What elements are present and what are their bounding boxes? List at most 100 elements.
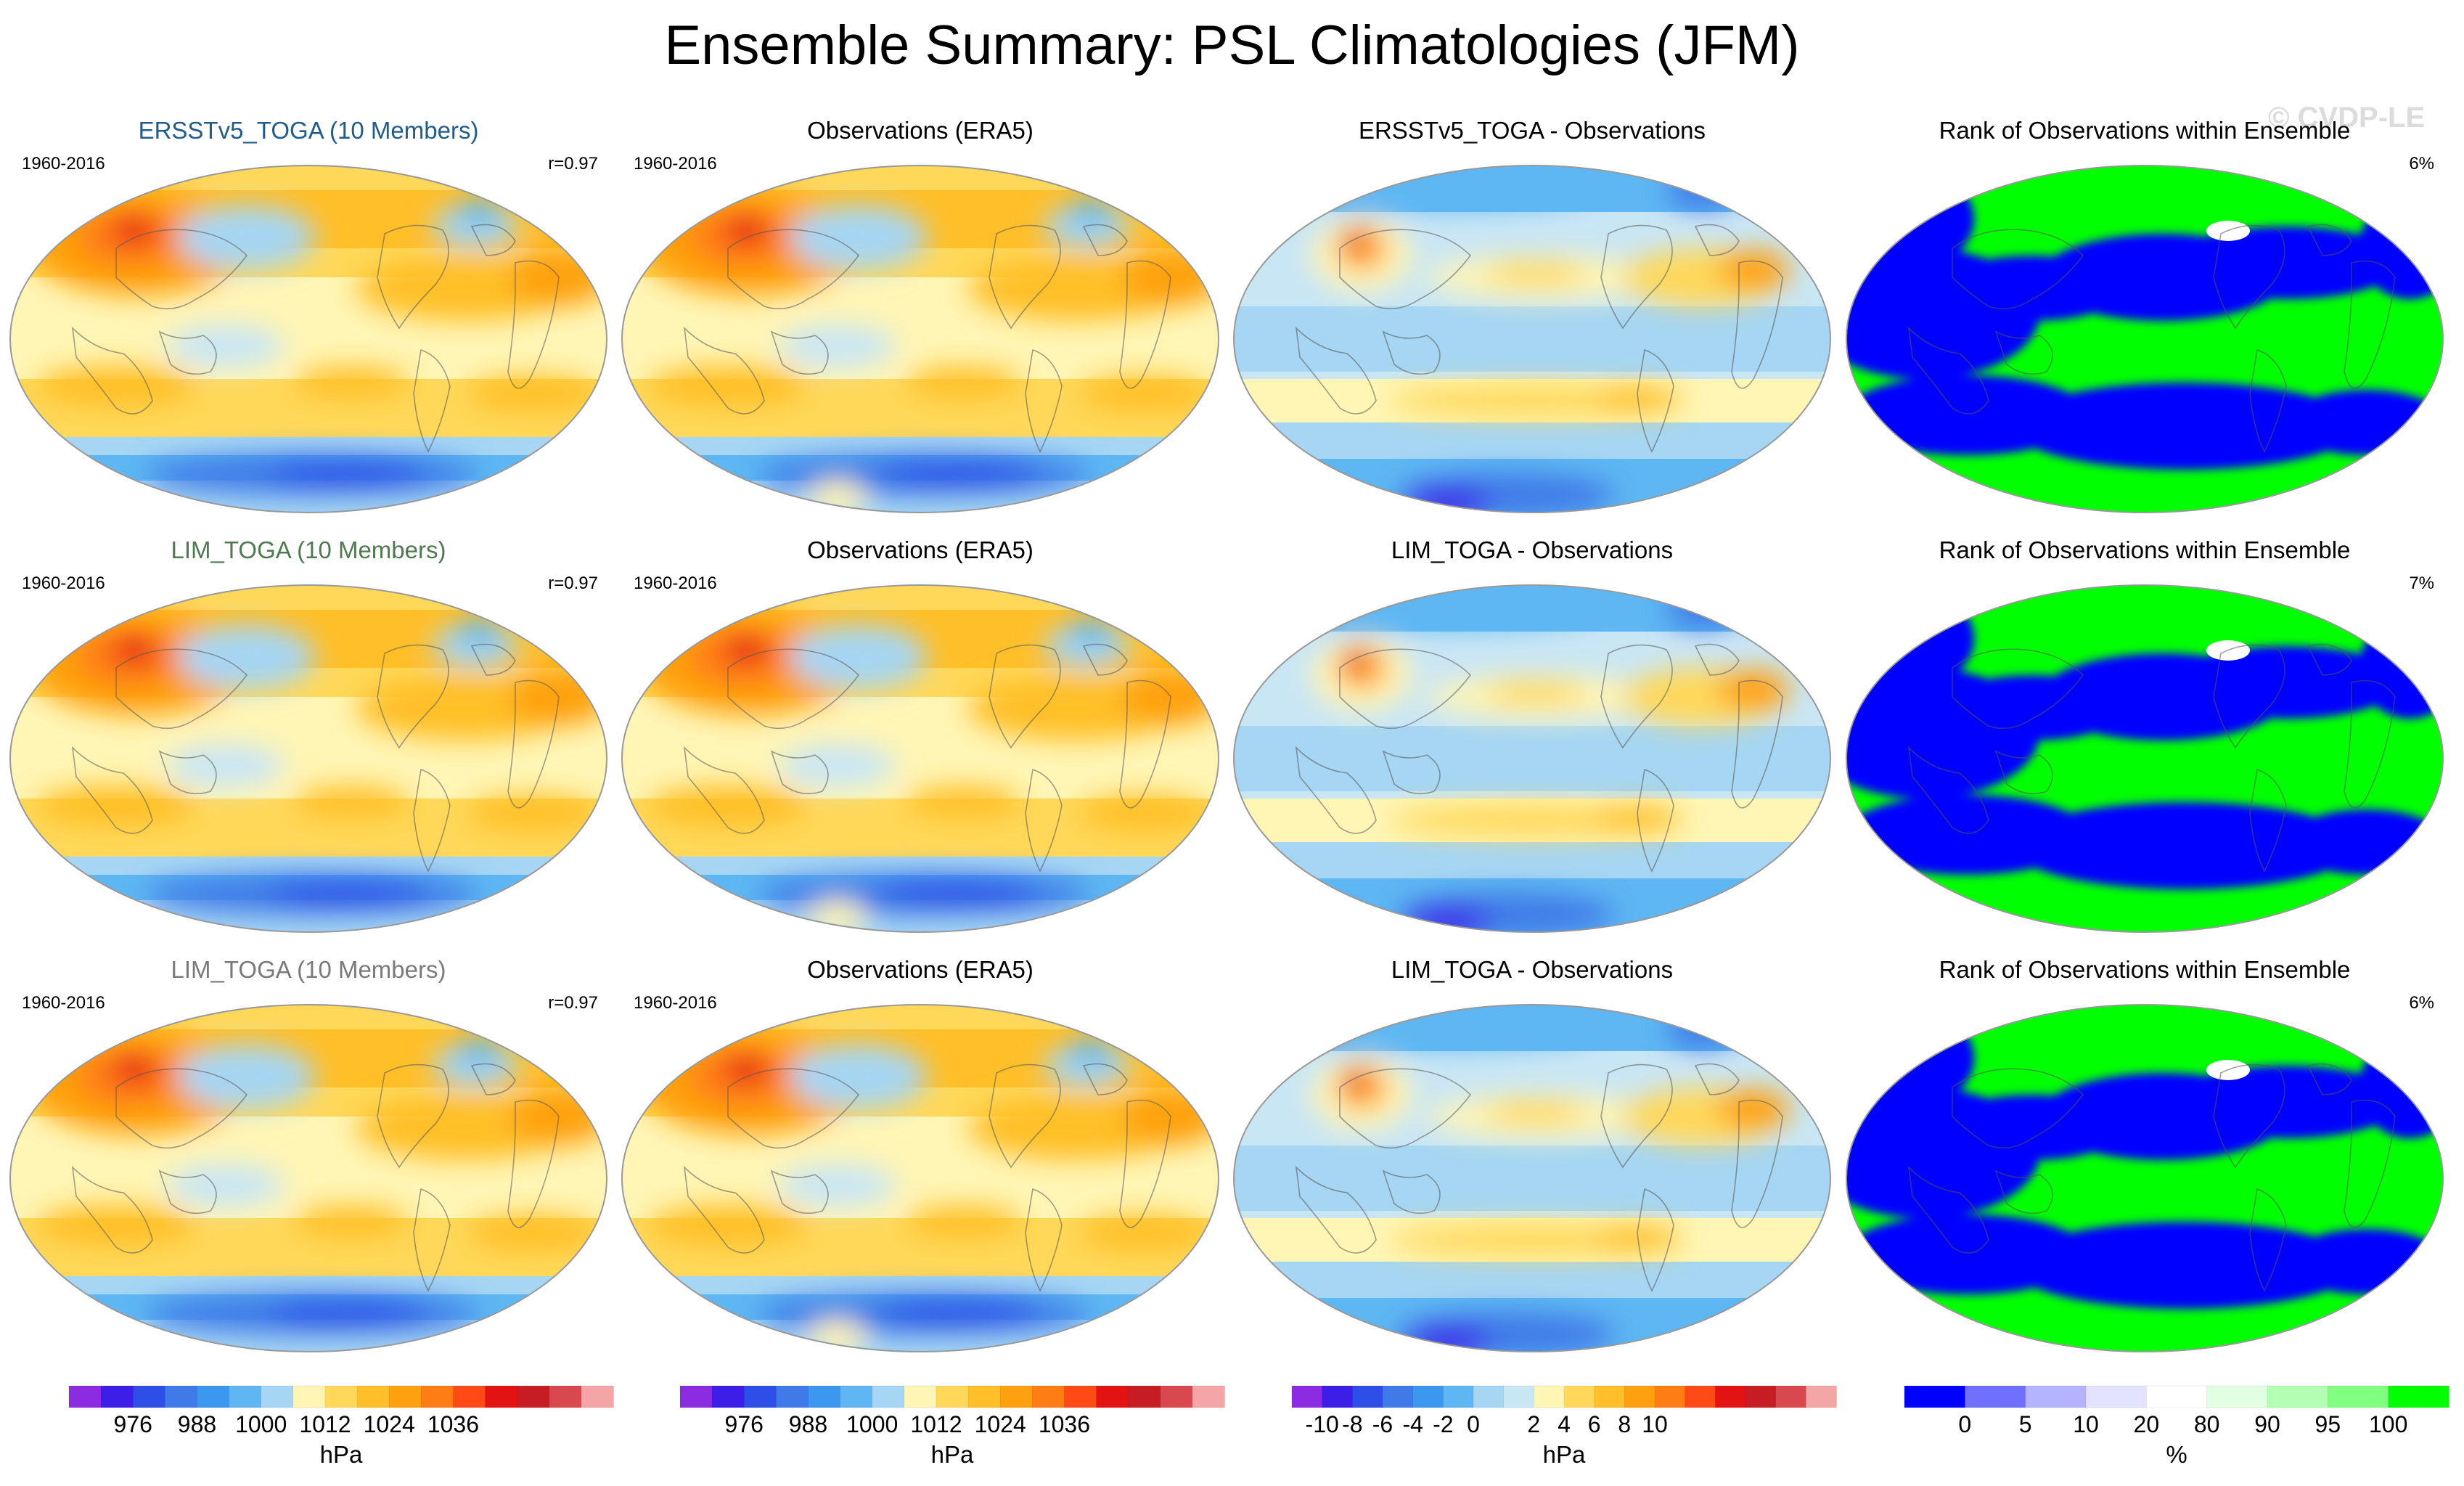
colorbar-swatch — [1594, 1385, 1626, 1408]
colorbar-swatch — [904, 1385, 937, 1408]
colorbar-swatch — [100, 1385, 134, 1408]
panel-stat: r=0.97 — [548, 154, 598, 173]
colorbar-tick-label: -4 — [1402, 1411, 1423, 1437]
colorbar-swatch — [2025, 1385, 2087, 1408]
ensemble-map — [9, 165, 607, 513]
colorbar-swatch — [1352, 1385, 1383, 1408]
colorbar-swatch — [165, 1385, 198, 1408]
colorbar-tick-label: 10 — [2073, 1411, 2099, 1437]
panel-stat: 7% — [2409, 573, 2434, 593]
colorbar-swatch — [421, 1385, 454, 1408]
colorbar-swatch — [840, 1385, 873, 1408]
colorbar-swatch — [1192, 1385, 1225, 1408]
colorbar-swatch — [1624, 1385, 1655, 1408]
colorbar-tick-label: 95 — [2315, 1411, 2341, 1437]
panel-title: LIM_TOGA (10 Members) — [171, 536, 446, 563]
ensemble-map — [9, 584, 607, 933]
colorbar-swatch — [1745, 1385, 1777, 1408]
panel-row2-diff: LIM_TOGA - Observations — [1231, 536, 1833, 942]
obs-map — [621, 165, 1219, 513]
colorbar-tick-label: 10 — [1642, 1411, 1668, 1437]
panel-row1-ensemble: ERSSTv5_TOGA (10 Members) 1960-2016 r=0.97 — [7, 116, 610, 523]
colorbar-tick-label: 1036 — [427, 1411, 479, 1437]
panel-title: Observations (ERA5) — [807, 117, 1034, 144]
diff-map — [1233, 1004, 1831, 1352]
colorbar-swatch — [1322, 1385, 1354, 1408]
colorbar-swatch — [324, 1385, 358, 1408]
panel-title: Observations (ERA5) — [807, 956, 1034, 983]
colorbar-tick-label: 5 — [2019, 1411, 2032, 1437]
colorbar-swatch — [1563, 1385, 1595, 1408]
panel-stat: r=0.97 — [548, 993, 598, 1013]
colorbar-tick-label: 100 — [2369, 1411, 2407, 1437]
colorbar-swatch — [711, 1385, 745, 1408]
panel-title: LIM_TOGA - Observations — [1391, 536, 1674, 563]
colorbar-unit: hPa — [930, 1441, 974, 1468]
colorbar-tick-label: -8 — [1342, 1411, 1362, 1437]
colorbar-tick-label: -10 — [1306, 1411, 1339, 1437]
panel-title: ERSSTv5_TOGA (10 Members) — [138, 117, 479, 144]
colorbar-swatch — [1685, 1385, 1716, 1408]
colorbar-swatch — [2206, 1385, 2268, 1408]
colorbar-swatch — [1064, 1385, 1097, 1408]
colorbar-swatch — [261, 1385, 294, 1408]
colorbar-tick-label: 6 — [1588, 1411, 1601, 1437]
colorbar-swatch — [1965, 1385, 2026, 1408]
colorbar-tick-label: 1000 — [846, 1411, 898, 1437]
colorbar-swatch — [1096, 1385, 1129, 1408]
colorbar-swatch — [2085, 1385, 2148, 1408]
colorbar-swatch — [2146, 1385, 2208, 1408]
colorbar-swatch — [132, 1385, 166, 1408]
panel-title: Observations (ERA5) — [807, 536, 1034, 563]
colorbar-swatch — [872, 1385, 905, 1408]
panel-stat: 6% — [2409, 154, 2434, 173]
panel-row2-rank: Rank of Observations within Ensemble 7% — [1843, 536, 2446, 942]
colorbar-tick-label: 1036 — [1039, 1411, 1090, 1437]
colorbar-swatch — [1128, 1385, 1161, 1408]
colorbar-swatch — [1654, 1385, 1686, 1408]
colorbar-unit: hPa — [319, 1441, 363, 1468]
colorbar-tick-label: 90 — [2254, 1411, 2280, 1437]
colorbar-swatch — [967, 1385, 1001, 1408]
colorbar-swatch — [999, 1385, 1034, 1408]
colorbar-swatch — [776, 1385, 809, 1408]
colorbar-swatch — [485, 1385, 518, 1408]
panel-period: 1960-2016 — [634, 993, 717, 1013]
colorbar-swatch — [1443, 1385, 1474, 1408]
colorbar-psl-ensemble: 976 988 1000 1012 1024 1036 hPa — [40, 1383, 642, 1477]
panel-row3-ensemble: LIM_TOGA (10 Members) 1960-2016 r=0.97 — [7, 955, 610, 1362]
colorbar-swatch — [2267, 1385, 2329, 1408]
colorbar-swatch — [1473, 1385, 1505, 1408]
colorbar-tick-label: 1012 — [910, 1411, 962, 1437]
rank-map — [1846, 584, 2444, 933]
colorbar-tick-label: 1024 — [364, 1411, 415, 1437]
colorbar-swatch — [292, 1385, 326, 1408]
colorbar-swatch — [808, 1385, 841, 1408]
colorbar-psl-observations: 976 988 1000 1012 1024 1036 hPa — [651, 1383, 1253, 1477]
colorbar-unit: % — [2166, 1441, 2187, 1468]
colorbar-tick-label: 988 — [178, 1411, 216, 1437]
panel-row1-rank: Rank of Observations within Ensemble 6% — [1843, 116, 2446, 523]
panel-row3-diff: LIM_TOGA - Observations — [1231, 955, 1833, 1362]
colorbar-swatch — [1032, 1385, 1065, 1408]
colorbar-swatch — [229, 1385, 262, 1408]
colorbar-tick-label: 0 — [1467, 1411, 1480, 1437]
panel-title: Rank of Observations within Ensemble — [1939, 117, 2351, 144]
colorbar-swatch — [517, 1385, 550, 1408]
colorbar-tick-label: 1012 — [299, 1411, 351, 1437]
colorbar-swatch — [679, 1385, 713, 1408]
colorbar-unit: hPa — [1542, 1441, 1586, 1468]
colorbar-tick-label: 976 — [114, 1411, 152, 1437]
colorbar-swatch — [68, 1385, 102, 1408]
colorbar-tick-label: -2 — [1433, 1411, 1453, 1437]
page-title: Ensemble Summary: PSL Climatologies (JFM… — [664, 15, 1800, 76]
panel-title: Rank of Observations within Ensemble — [1939, 956, 2351, 983]
watermark: © CVDP-LE — [2268, 102, 2426, 134]
panel-period: 1960-2016 — [634, 154, 717, 173]
diff-map — [1233, 165, 1831, 513]
panel-title: LIM_TOGA (10 Members) — [171, 956, 446, 983]
panel-title: Rank of Observations within Ensemble — [1939, 536, 2351, 563]
colorbar-swatch — [1160, 1385, 1193, 1408]
colorbar-tick-label: 1000 — [235, 1411, 287, 1437]
panel-row1-obs: Observations (ERA5) 1960-2016 — [619, 116, 1221, 523]
